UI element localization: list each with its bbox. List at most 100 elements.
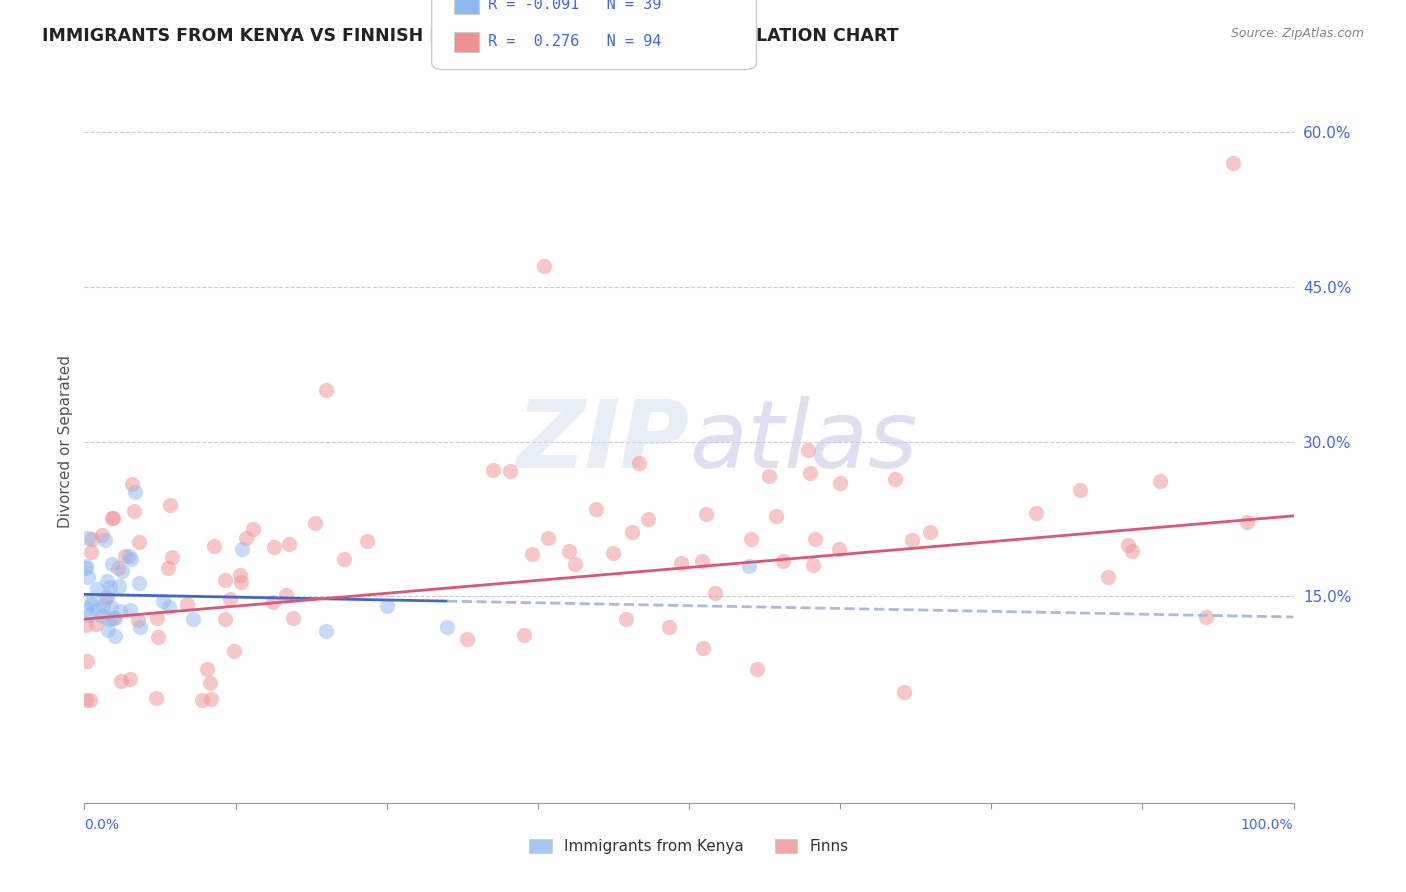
Point [772,554,794,568]
Point [181,612,204,626]
Point [738,559,761,574]
Point [283,611,305,625]
Point [98,612,121,626]
Point [75,602,97,616]
Point [191,692,214,706]
Point [118,549,141,563]
Point [620,524,643,539]
Point [90,609,112,624]
Point [214,612,236,626]
Point [278,536,301,550]
Point [120,672,142,686]
Point [148,630,170,644]
Point [91,599,114,614]
Point [804,533,827,547]
Point [219,591,242,606]
Point [801,558,824,572]
Point [198,676,221,690]
Point [333,552,356,566]
Point [276,588,298,602]
Point [160,550,183,565]
Point [200,691,222,706]
Point [828,541,851,556]
Point [145,691,167,706]
Point [1149,475,1171,489]
Point [1116,538,1139,552]
Point [375,599,398,613]
Point [96,589,118,603]
Point [602,546,624,560]
Point [797,443,820,458]
Point [1069,483,1091,497]
Point [157,599,180,614]
Point [146,610,169,624]
Text: IMMIGRANTS FROM KENYA VS FINNISH DIVORCED OR SEPARATED CORRELATION CHART: IMMIGRANTS FROM KENYA VS FINNISH DIVORCE… [42,27,898,45]
Point [658,620,681,634]
Point [692,554,714,568]
Point [315,624,337,638]
Point [80,594,103,608]
Text: 0.0%: 0.0% [84,818,120,832]
Point [1025,507,1047,521]
Point [704,586,727,600]
Point [235,531,257,545]
Point [75,560,97,574]
Legend: Immigrants from Kenya, Finns: Immigrants from Kenya, Finns [523,833,855,860]
Point [75,558,97,573]
Point [520,547,543,561]
Point [263,540,285,554]
Point [118,603,141,617]
Point [84,616,107,631]
Point [79,692,101,706]
Point [671,556,693,570]
Text: R =  0.276   N = 94: R = 0.276 N = 94 [488,35,661,49]
Point [86,603,108,617]
Y-axis label: Divorced or Separated: Divorced or Separated [58,355,73,528]
Point [537,531,560,545]
Point [101,511,124,525]
Point [356,534,378,549]
Point [121,477,143,491]
Point [91,528,114,542]
Point [159,498,181,512]
Point [1195,610,1218,624]
Point [637,511,659,525]
Point [120,552,142,566]
Point [304,516,326,530]
Point [108,579,131,593]
Point [108,604,131,618]
Point [740,533,762,547]
Point [129,620,152,634]
Point [242,522,264,536]
Point [156,561,179,575]
Point [94,533,117,548]
Point [231,575,253,590]
Point [222,643,245,657]
Point [747,662,769,676]
Point [97,623,120,637]
Point [114,549,136,564]
Point [104,611,127,625]
Point [176,597,198,611]
Point [111,564,134,578]
Point [884,472,907,486]
Point [614,612,637,626]
Text: atlas: atlas [689,396,917,487]
Point [76,654,98,668]
Point [127,614,149,628]
Point [513,628,536,642]
Point [315,383,337,397]
Point [564,557,586,571]
Point [533,259,555,273]
Point [98,580,121,594]
Point [214,573,236,587]
Point [229,568,252,582]
Point [101,510,124,524]
Point [499,464,522,478]
Point [101,611,124,625]
Point [901,533,924,547]
Point [110,673,132,688]
Point [75,617,97,632]
Point [893,685,915,699]
Text: ZIP: ZIP [516,395,689,488]
